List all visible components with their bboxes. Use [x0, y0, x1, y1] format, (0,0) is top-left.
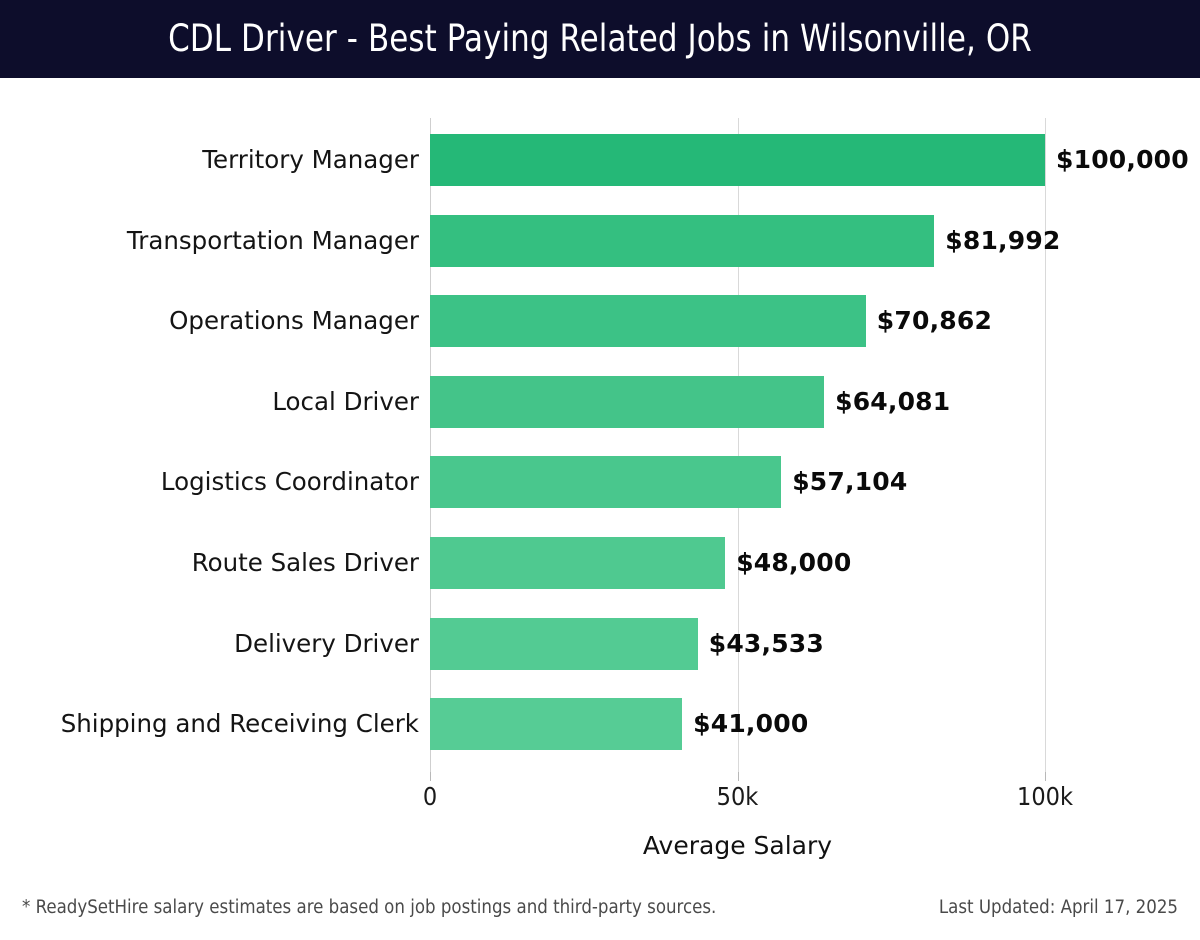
- x-axis-tick: [430, 772, 431, 781]
- bar[interactable]: [430, 214, 935, 267]
- bar-value-label: $43,533: [708, 628, 824, 658]
- bar-row: Transportation Manager $81,992: [0, 214, 1200, 267]
- bar-row: Territory Manager $100,000: [0, 134, 1200, 186]
- bar-category-label: Local Driver: [272, 386, 419, 416]
- x-axis-tick-label: 100k: [1017, 782, 1073, 811]
- x-axis-tick-label: 50k: [716, 782, 759, 811]
- page-title: CDL Driver - Best Paying Related Jobs in…: [168, 17, 1032, 60]
- bar[interactable]: [430, 456, 782, 509]
- bar[interactable]: [430, 134, 1045, 186]
- bar-category-label: Delivery Driver: [234, 628, 419, 658]
- x-axis-title: Average Salary: [642, 831, 833, 860]
- footer-last-updated: Last Updated: April 17, 2025: [938, 897, 1178, 918]
- bar[interactable]: [430, 537, 726, 589]
- gridline: [1045, 118, 1046, 772]
- bar-row: Route Sales Driver $48,000: [0, 537, 1200, 589]
- bar-value-label: $57,104: [792, 467, 908, 497]
- y-axis-line: [430, 118, 431, 772]
- bar-value-label: $48,000: [736, 548, 852, 577]
- bar[interactable]: [430, 375, 825, 428]
- bar-category-label: Operations Manager: [169, 306, 419, 336]
- bar-row: Delivery Driver $43,533: [0, 617, 1200, 670]
- bar-value-label: $100,000: [1056, 145, 1189, 174]
- bar-category-label: Territory Manager: [202, 145, 419, 174]
- x-axis-tick-label: 0: [422, 782, 438, 811]
- bar-value-label: $70,862: [876, 306, 993, 336]
- chart-header-bar: CDL Driver - Best Paying Related Jobs in…: [0, 0, 1200, 78]
- footer-disclaimer: * ReadySetHire salary estimates are base…: [22, 897, 717, 918]
- bar[interactable]: [430, 295, 866, 348]
- bar-row: Operations Manager $70,862: [0, 295, 1200, 348]
- bar-value-label: $41,000: [693, 709, 809, 739]
- bar-value-label: $81,992: [945, 225, 1061, 255]
- bar[interactable]: [430, 617, 698, 670]
- gridline: [737, 118, 739, 772]
- bar[interactable]: [430, 698, 683, 751]
- bar-row: Local Driver $64,081: [0, 375, 1200, 428]
- x-axis-tick: [1045, 772, 1046, 781]
- bar-category-label: Logistics Coordinator: [160, 467, 419, 497]
- bar-value-label: $64,081: [835, 386, 951, 416]
- x-axis-tick: [737, 772, 739, 781]
- bar-category-label: Shipping and Receiving Clerk: [60, 709, 419, 739]
- bar-category-label: Route Sales Driver: [191, 548, 419, 577]
- bar-row: Shipping and Receiving Clerk $41,000: [0, 698, 1200, 751]
- bar-row: Logistics Coordinator $57,104: [0, 456, 1200, 509]
- bar-category-label: Transportation Manager: [126, 225, 419, 255]
